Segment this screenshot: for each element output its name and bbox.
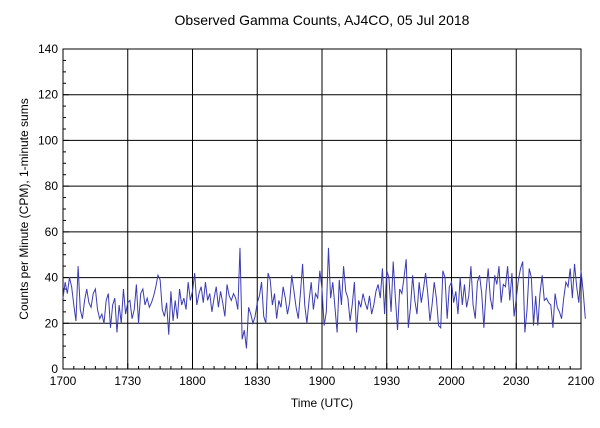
y-tick-label: 0	[51, 362, 58, 376]
y-tick-label: 120	[38, 88, 58, 102]
x-tick-label: 1930	[373, 374, 400, 388]
cpm-series-line	[62, 247, 586, 349]
x-tick-label: 2030	[503, 374, 530, 388]
x-tick-label: 2100	[568, 374, 595, 388]
y-axis-label: Counts per Minute (CPM), 1-minute sums	[17, 98, 31, 319]
x-tick-label: 1800	[179, 374, 206, 388]
y-tick-label: 140	[38, 42, 58, 56]
x-tick-label: 1830	[244, 374, 271, 388]
x-tick-label: 1900	[309, 374, 336, 388]
x-axis: 1700 1730 1800 1830 1900 1930 2000 2030 2100	[50, 363, 595, 388]
y-tick-label: 60	[45, 225, 59, 239]
y-tick-label: 20	[45, 316, 59, 330]
x-tick-label: 1730	[114, 374, 141, 388]
y-tick-label: 40	[45, 271, 59, 285]
y-tick-label: 80	[45, 179, 59, 193]
x-tick-label: 2000	[438, 374, 465, 388]
y-tick-label: 100	[38, 133, 58, 147]
y-axis: 0 20 40 60 80 100 120 140	[38, 42, 69, 376]
x-axis-label: Time (UTC)	[291, 396, 353, 410]
grid-lines	[63, 49, 581, 369]
x-tick-label: 1700	[50, 374, 77, 388]
chart-title: Observed Gamma Counts, AJ4CO, 05 Jul 201…	[175, 12, 470, 28]
